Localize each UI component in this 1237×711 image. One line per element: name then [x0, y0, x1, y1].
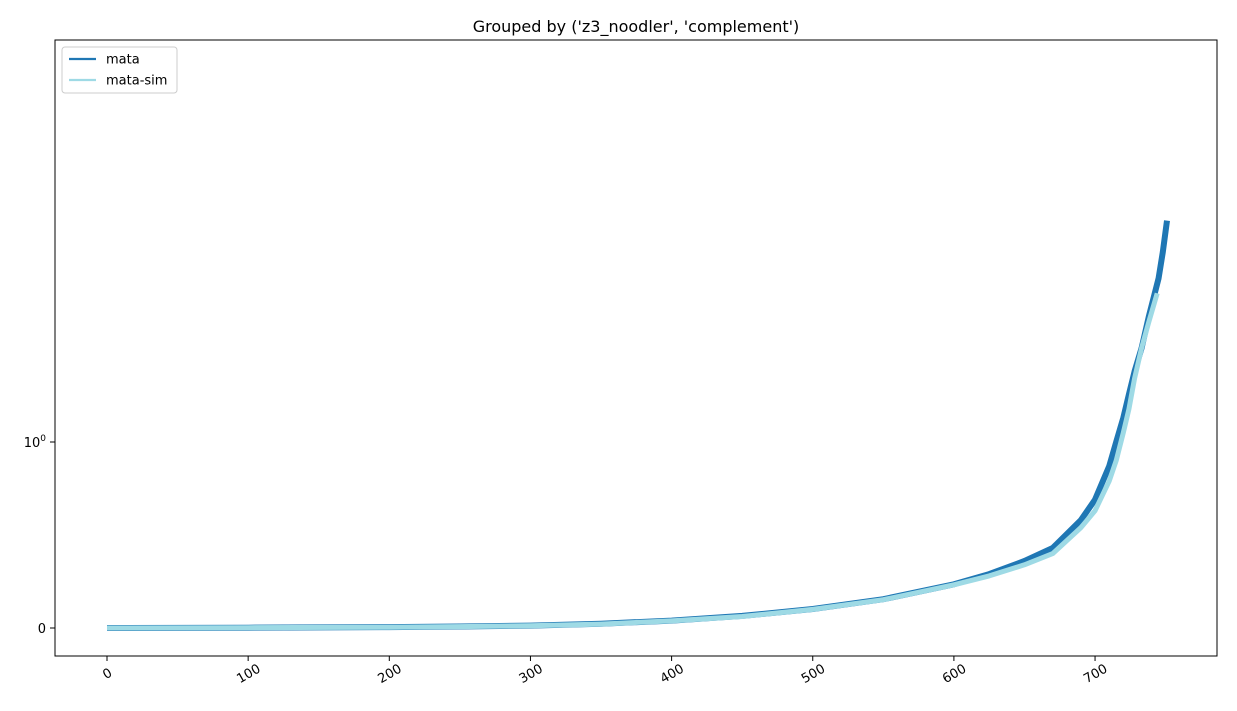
chart-title: Grouped by ('z3_noodler', 'complement') [473, 17, 800, 37]
legend: mata mata-sim [61, 46, 178, 94]
y-tick-label-base: 0 [38, 622, 46, 637]
y-tick-label: 0 [38, 622, 46, 637]
y-tick-label-base: 10 [24, 436, 41, 451]
series-line-mata-sim [106, 292, 1160, 631]
y-tick-label: 100 [24, 434, 47, 451]
plot-area [106, 220, 1170, 631]
legend-label: mata [106, 53, 140, 68]
legend-label: mata-sim [106, 74, 167, 89]
axes-frame [54, 39, 1218, 657]
y-tick-label-exponent: 0 [40, 434, 46, 444]
